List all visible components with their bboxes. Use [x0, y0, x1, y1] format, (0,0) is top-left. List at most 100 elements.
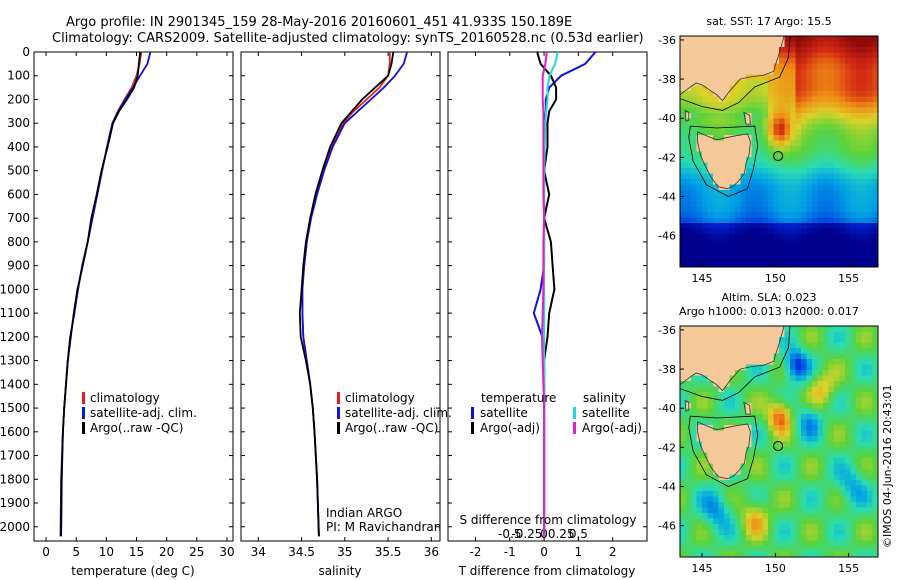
map-cell: [850, 480, 857, 486]
map-cell: [735, 36, 741, 42]
map-cell: [828, 540, 835, 547]
map-cell: [707, 157, 714, 163]
map-cell: [861, 414, 868, 420]
depth-tick-label: 200: [7, 92, 30, 106]
map-cell: [768, 234, 774, 240]
map-cell: [707, 107, 714, 114]
map-cell: [757, 408, 763, 415]
map-cell: [713, 337, 719, 343]
map-cell: [751, 63, 758, 70]
map-cell: [834, 507, 840, 514]
map-cell: [795, 364, 802, 371]
map-cell: [779, 140, 785, 147]
map-cell: [696, 425, 703, 431]
map-cell: [729, 129, 736, 136]
map-cell: [867, 342, 873, 349]
map-cell: [823, 69, 829, 75]
map-cell: [867, 529, 873, 536]
map-cell: [773, 397, 780, 404]
map-cell: [828, 419, 835, 426]
map-cell: [707, 518, 714, 525]
map-cell: [806, 41, 813, 48]
map-cell: [850, 47, 857, 53]
map-cell: [702, 348, 708, 354]
map-cell: [801, 162, 807, 169]
map-cell: [867, 74, 873, 81]
map-cell: [680, 146, 686, 152]
map-cell: [680, 91, 686, 97]
map-cell: [740, 546, 747, 552]
map-cell: [718, 245, 725, 251]
map-cell: [845, 201, 851, 207]
map-cell: [801, 441, 807, 448]
map-cell: [823, 463, 829, 470]
map-cell: [680, 348, 686, 354]
map-cell: [740, 386, 747, 393]
map-cell: [751, 408, 758, 415]
map-cell: [823, 474, 829, 481]
map-cell: [790, 96, 796, 103]
series-group: [532, 52, 597, 537]
map-cell: [751, 96, 758, 103]
map-cell: [702, 381, 708, 387]
map-cell: [823, 74, 829, 81]
header-line2: Climatology: CARS2009. Satellite-adjuste…: [52, 31, 644, 46]
map-cell: [740, 364, 747, 371]
map-cell: [779, 96, 785, 103]
map-cell: [861, 381, 868, 387]
map-cell: [702, 80, 708, 86]
map-cell: [790, 151, 796, 158]
map-cell: [828, 447, 835, 453]
map-cell: [718, 179, 725, 185]
map-cell: [680, 381, 686, 387]
map-cell: [795, 206, 802, 213]
map-cell: [707, 397, 714, 404]
map-cell: [856, 129, 862, 136]
map-cell: [839, 436, 846, 442]
map-cell: [773, 326, 780, 332]
map-cell: [696, 151, 703, 158]
map-cell: [834, 113, 840, 119]
map-cell: [795, 69, 802, 75]
map-cell: [801, 36, 807, 42]
map-cell: [850, 474, 857, 481]
map-cell: [707, 36, 714, 42]
map-cell: [707, 524, 714, 530]
map-cell: [812, 414, 818, 420]
map-cell: [762, 58, 769, 64]
map-cell: [834, 326, 840, 332]
map-cell: [779, 107, 785, 114]
map-cell: [735, 63, 741, 70]
map-cell: [768, 113, 774, 119]
map-cell: [801, 245, 807, 251]
map-cell: [685, 430, 692, 437]
map-cell: [867, 217, 873, 224]
map-cell: [768, 179, 774, 185]
map-cell: [812, 74, 818, 81]
map-cell: [685, 179, 692, 185]
map-cell: [691, 173, 697, 180]
map-cell: [801, 250, 807, 257]
map-cell: [790, 469, 796, 475]
map-cell: [724, 436, 730, 442]
map-cell: [680, 441, 686, 448]
map-cell: [872, 364, 878, 371]
map-cell: [867, 452, 873, 459]
map-cell: [713, 452, 719, 459]
map-cell: [867, 58, 873, 64]
map-cell: [784, 480, 791, 486]
map-cell: [757, 331, 763, 338]
map-cell: [812, 195, 818, 202]
map-cell: [746, 326, 752, 332]
map-cell: [740, 359, 747, 365]
map-cell: [691, 518, 697, 525]
map-cell: [773, 529, 780, 536]
map-cell: [845, 518, 851, 525]
map-cell: [779, 74, 785, 81]
map-cell: [801, 518, 807, 525]
map-cell: [823, 403, 829, 409]
map-cell: [735, 392, 741, 398]
map-cell: [795, 381, 802, 387]
map-cell: [845, 118, 851, 125]
map-cell: [685, 234, 692, 240]
